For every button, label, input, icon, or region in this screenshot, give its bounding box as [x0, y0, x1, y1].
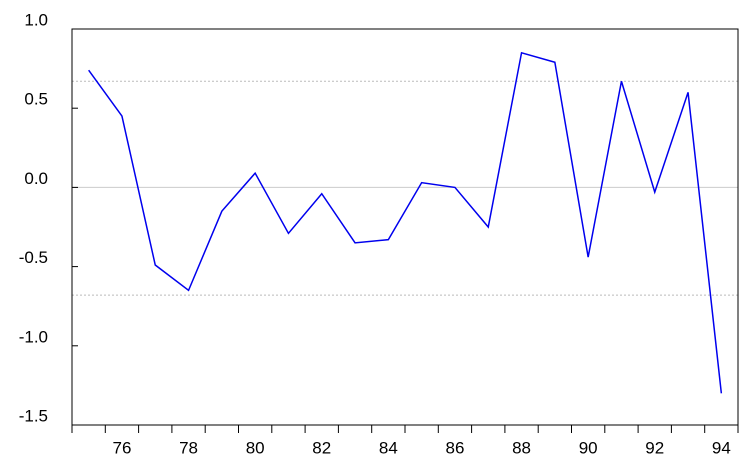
y-tick-label: 0.5	[24, 90, 48, 109]
y-tick-label: -0.5	[19, 248, 48, 267]
chart: -1.5 -1.0 -0.5 0.0 0.5 1.0 76 78 80 82 84 86 88 90 92 9…	[0, 0, 740, 468]
x-tick-label: 94	[712, 438, 731, 457]
x-tick-label: 88	[512, 438, 531, 457]
y-tick-label: -1.0	[19, 327, 48, 346]
y-tick-label: 1.0	[24, 10, 48, 29]
x-tick-label: 92	[645, 438, 664, 457]
x-tick-label: 82	[312, 438, 331, 457]
plot-frame	[72, 29, 738, 425]
x-tick-label: 90	[579, 438, 598, 457]
y-tick-label: 0.0	[24, 169, 48, 188]
x-tick-label: 80	[246, 438, 265, 457]
x-tick-label: 84	[379, 438, 398, 457]
x-tick-label: 76	[112, 438, 131, 457]
y-tick-label: -1.5	[19, 406, 48, 425]
x-tick-label: 86	[445, 438, 464, 457]
series-line	[89, 53, 722, 394]
x-tick-label: 78	[179, 438, 198, 457]
page: {"chart_data": {"type": "line", "categor…	[0, 0, 740, 468]
